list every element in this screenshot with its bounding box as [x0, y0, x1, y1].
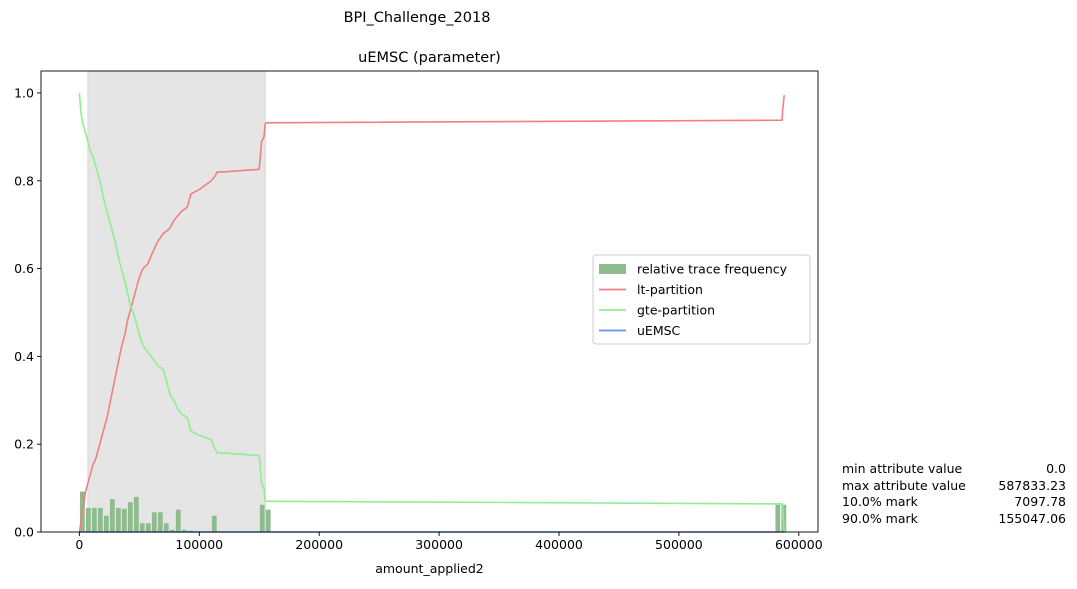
x-tick-label: 600000 — [775, 537, 823, 552]
stat-value: 7097.78 — [1014, 494, 1066, 509]
stat-row-10-percent: 10.0% mark 7097.78 — [842, 494, 1066, 511]
legend-box — [592, 254, 811, 345]
stat-label: min attribute value — [842, 461, 963, 476]
x-axis-label: amount_applied2 — [375, 561, 484, 576]
y-tick-label: 0.6 — [14, 261, 34, 276]
stat-value: 587833.23 — [998, 477, 1066, 493]
series-line-lt-partition — [78, 95, 786, 533]
y-tick-label: 0.0 — [14, 525, 34, 540]
series-line-gte-partition — [78, 92, 786, 533]
legend-swatch — [599, 264, 626, 274]
histogram-bar — [157, 512, 163, 532]
histogram-bar — [151, 512, 157, 532]
x-tick-label: 500000 — [655, 537, 703, 552]
y-tick-label: 0.4 — [14, 349, 34, 364]
plot-frame — [40, 70, 819, 533]
stat-row-90-percent: 90.0% mark 155047.06 — [842, 511, 1066, 528]
stat-value: 0.0 — [1046, 461, 1066, 476]
legend-label: lt-partition — [637, 282, 703, 297]
histogram-bar — [85, 507, 91, 532]
histogram-bar — [259, 504, 265, 532]
histogram-bar — [115, 507, 121, 532]
x-tick-label: 300000 — [415, 537, 463, 552]
histogram-bar — [181, 529, 187, 532]
legend-label: uEMSC — [637, 323, 681, 338]
histogram-bar — [145, 523, 151, 532]
x-tick-label: 400000 — [535, 537, 583, 552]
stat-label: max attribute value — [842, 477, 966, 493]
stat-label: 90.0% mark — [842, 510, 918, 526]
histogram-bar — [121, 508, 127, 532]
histogram-bar — [139, 523, 145, 532]
histogram-bar — [265, 509, 271, 532]
histogram-bar — [169, 529, 175, 532]
y-tick-label: 0.8 — [14, 173, 34, 188]
legend-label: gte-partition — [637, 303, 715, 318]
legend-label: relative trace frequency — [637, 262, 788, 277]
histogram-bar — [175, 509, 181, 532]
attribute-stats-panel: min attribute value 0.0 max attribute va… — [842, 461, 1066, 527]
stat-row-max: max attribute value 587833.23 — [842, 478, 1066, 495]
x-tick-label: 100000 — [175, 537, 223, 552]
histogram-bar — [91, 507, 97, 532]
stat-label: 10.0% mark — [842, 494, 918, 509]
shaded-region — [87, 70, 266, 533]
chart-title: uEMSC (parameter) — [358, 50, 501, 66]
histogram-bar — [775, 504, 781, 532]
histogram-bar — [109, 499, 115, 532]
y-tick-label: 0.2 — [14, 437, 34, 452]
histogram-bar — [103, 515, 109, 532]
x-tick-label: 200000 — [295, 537, 343, 552]
stat-value: 155047.06 — [998, 510, 1066, 526]
stat-row-min: min attribute value 0.0 — [842, 461, 1066, 478]
histogram-bar — [163, 523, 169, 532]
histogram-bar — [127, 502, 133, 532]
figure-suptitle: BPI_Challenge_2018 — [344, 10, 491, 26]
x-tick-label: 0 — [75, 537, 83, 552]
histogram-bar — [211, 515, 217, 532]
histogram-bar — [97, 507, 103, 532]
y-tick-label: 1.0 — [14, 85, 34, 100]
histogram-bar — [133, 496, 139, 532]
